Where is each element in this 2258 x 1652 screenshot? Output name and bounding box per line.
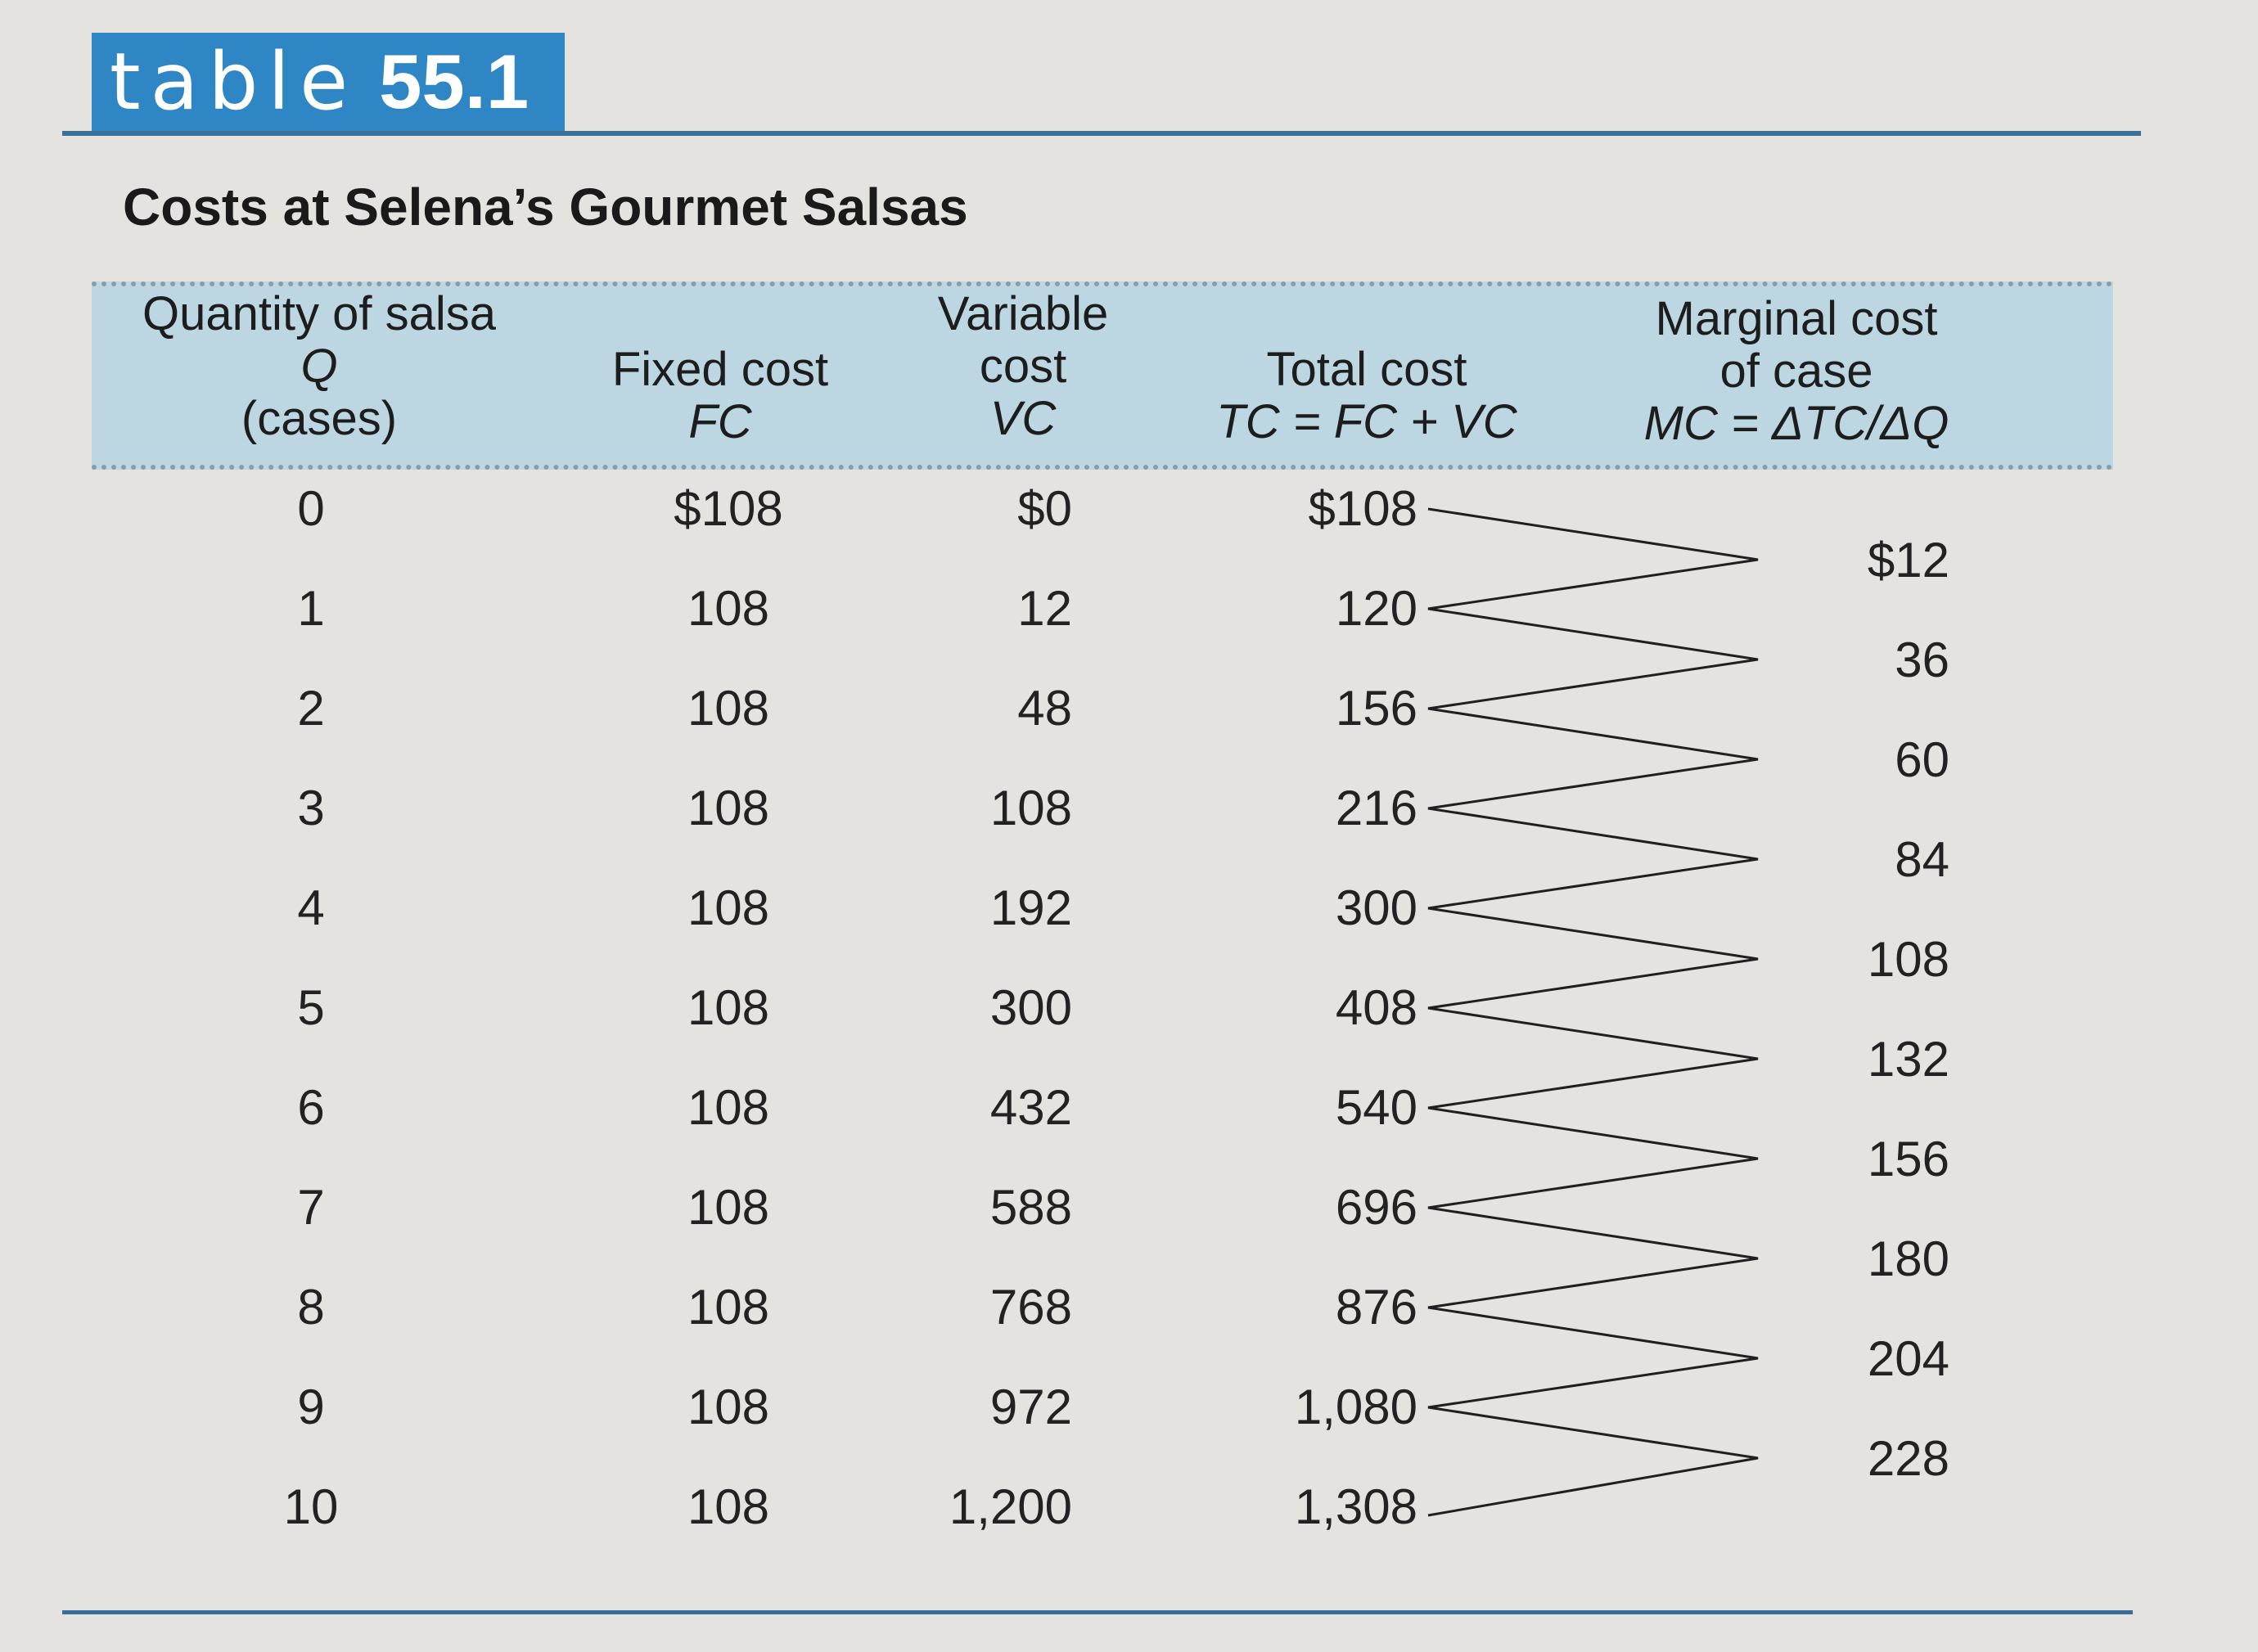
- cell-marginal-cost: 228: [1867, 1431, 1949, 1486]
- bottom-rule: [62, 1610, 2133, 1614]
- cell-marginal-cost: 156: [1867, 1132, 1949, 1186]
- cell-variable-cost: 12: [1017, 581, 1072, 636]
- cell-quantity: 0: [297, 481, 325, 536]
- zigzag-lines: [1427, 507, 1759, 1517]
- cell-total-cost: 876: [1335, 1280, 1417, 1335]
- header-variable-cost: Variable cost VC: [900, 288, 1146, 445]
- cell-variable-cost: 972: [989, 1380, 1072, 1434]
- cell-variable-cost: 192: [989, 880, 1072, 935]
- header-band: [92, 281, 2113, 470]
- cell-fixed-cost: 108: [687, 581, 770, 636]
- cell-marginal-cost: 132: [1867, 1032, 1949, 1087]
- cell-fixed-cost: 108: [687, 1180, 770, 1235]
- header-total-cost-line1: Total cost: [1266, 343, 1467, 396]
- cell-total-cost: 156: [1335, 681, 1417, 736]
- cell-quantity: 8: [297, 1280, 325, 1335]
- cell-quantity: 7: [297, 1180, 325, 1235]
- cell-quantity: 5: [297, 980, 325, 1035]
- cell-quantity: 2: [297, 681, 325, 736]
- cell-marginal-cost: 36: [1895, 632, 1949, 687]
- cell-total-cost: 540: [1335, 1080, 1417, 1135]
- cell-variable-cost: 48: [1017, 681, 1072, 736]
- cell-total-cost: 300: [1335, 880, 1417, 935]
- cell-variable-cost: 432: [989, 1080, 1072, 1135]
- cell-quantity: 3: [297, 781, 325, 835]
- cell-fixed-cost: 108: [687, 880, 770, 935]
- table-label-word: table: [110, 36, 358, 128]
- cell-total-cost: 216: [1335, 781, 1417, 835]
- header-marginal-cost-line3: MC = ΔTC/ΔQ: [1643, 397, 1949, 450]
- header-marginal-cost-line1: Marginal cost: [1655, 292, 1938, 345]
- cell-quantity: 10: [283, 1479, 339, 1534]
- header-quantity: Quantity of salsa Q (cases): [123, 288, 516, 445]
- cell-variable-cost: 588: [989, 1180, 1072, 1235]
- cell-variable-cost: $0: [1017, 481, 1072, 536]
- cell-total-cost: 696: [1335, 1180, 1417, 1235]
- header-variable-cost-line1: Variable: [937, 287, 1109, 340]
- cell-fixed-cost: 108: [687, 1380, 770, 1434]
- cell-marginal-cost: 204: [1867, 1331, 1949, 1386]
- cell-quantity: 6: [297, 1080, 325, 1135]
- cell-fixed-cost: $108: [674, 481, 783, 536]
- cell-marginal-cost: $12: [1867, 533, 1949, 587]
- cell-fixed-cost: 108: [687, 980, 770, 1035]
- cell-fixed-cost: 108: [687, 681, 770, 736]
- cell-marginal-cost: 60: [1895, 732, 1949, 787]
- cell-total-cost: 120: [1335, 581, 1417, 636]
- header-marginal-cost-line2: of case: [1719, 344, 1873, 398]
- cell-fixed-cost: 108: [687, 1280, 770, 1335]
- header-variable-cost-line3: VC: [989, 392, 1057, 445]
- header-total-cost-line2: TC = FC + VC: [1216, 395, 1517, 448]
- cell-quantity: 4: [297, 880, 325, 935]
- cell-variable-cost: 300: [989, 980, 1072, 1035]
- cell-fixed-cost: 108: [687, 1479, 770, 1534]
- cell-variable-cost: 1,200: [949, 1479, 1072, 1534]
- header-fixed-cost: Fixed cost FC: [573, 344, 868, 448]
- cell-marginal-cost: 180: [1867, 1231, 1949, 1286]
- cell-total-cost: 408: [1335, 980, 1417, 1035]
- cell-variable-cost: 108: [989, 781, 1072, 835]
- cell-fixed-cost: 108: [687, 781, 770, 835]
- header-total-cost: Total cost TC = FC + VC: [1203, 344, 1530, 448]
- header-quantity-line2: Q: [300, 340, 338, 393]
- header-fixed-cost-line1: Fixed cost: [611, 343, 829, 396]
- cell-total-cost: 1,080: [1294, 1380, 1417, 1434]
- header-fixed-cost-line2: FC: [688, 395, 752, 448]
- cell-quantity: 1: [297, 581, 325, 636]
- header-quantity-line3: (cases): [241, 392, 398, 445]
- cell-marginal-cost: 108: [1867, 932, 1949, 987]
- cell-fixed-cost: 108: [687, 1080, 770, 1135]
- header-variable-cost-line2: cost: [979, 340, 1067, 393]
- cell-variable-cost: 768: [989, 1280, 1072, 1335]
- header-marginal-cost: Marginal cost of case MC = ΔTC/ΔQ: [1620, 293, 1972, 450]
- cell-marginal-cost: 84: [1895, 832, 1949, 887]
- cell-total-cost: $108: [1308, 481, 1417, 536]
- table-label: table 55.1: [92, 33, 565, 131]
- table-label-number: 55.1: [379, 38, 530, 124]
- cell-quantity: 9: [297, 1380, 325, 1434]
- top-rule: [62, 131, 2141, 136]
- cell-total-cost: 1,308: [1294, 1479, 1417, 1534]
- table-title: Costs at Selena’s Gourmet Salsas: [123, 178, 968, 236]
- zigzag-line: [1427, 507, 1759, 1517]
- header-quantity-line1: Quantity of salsa: [142, 287, 496, 340]
